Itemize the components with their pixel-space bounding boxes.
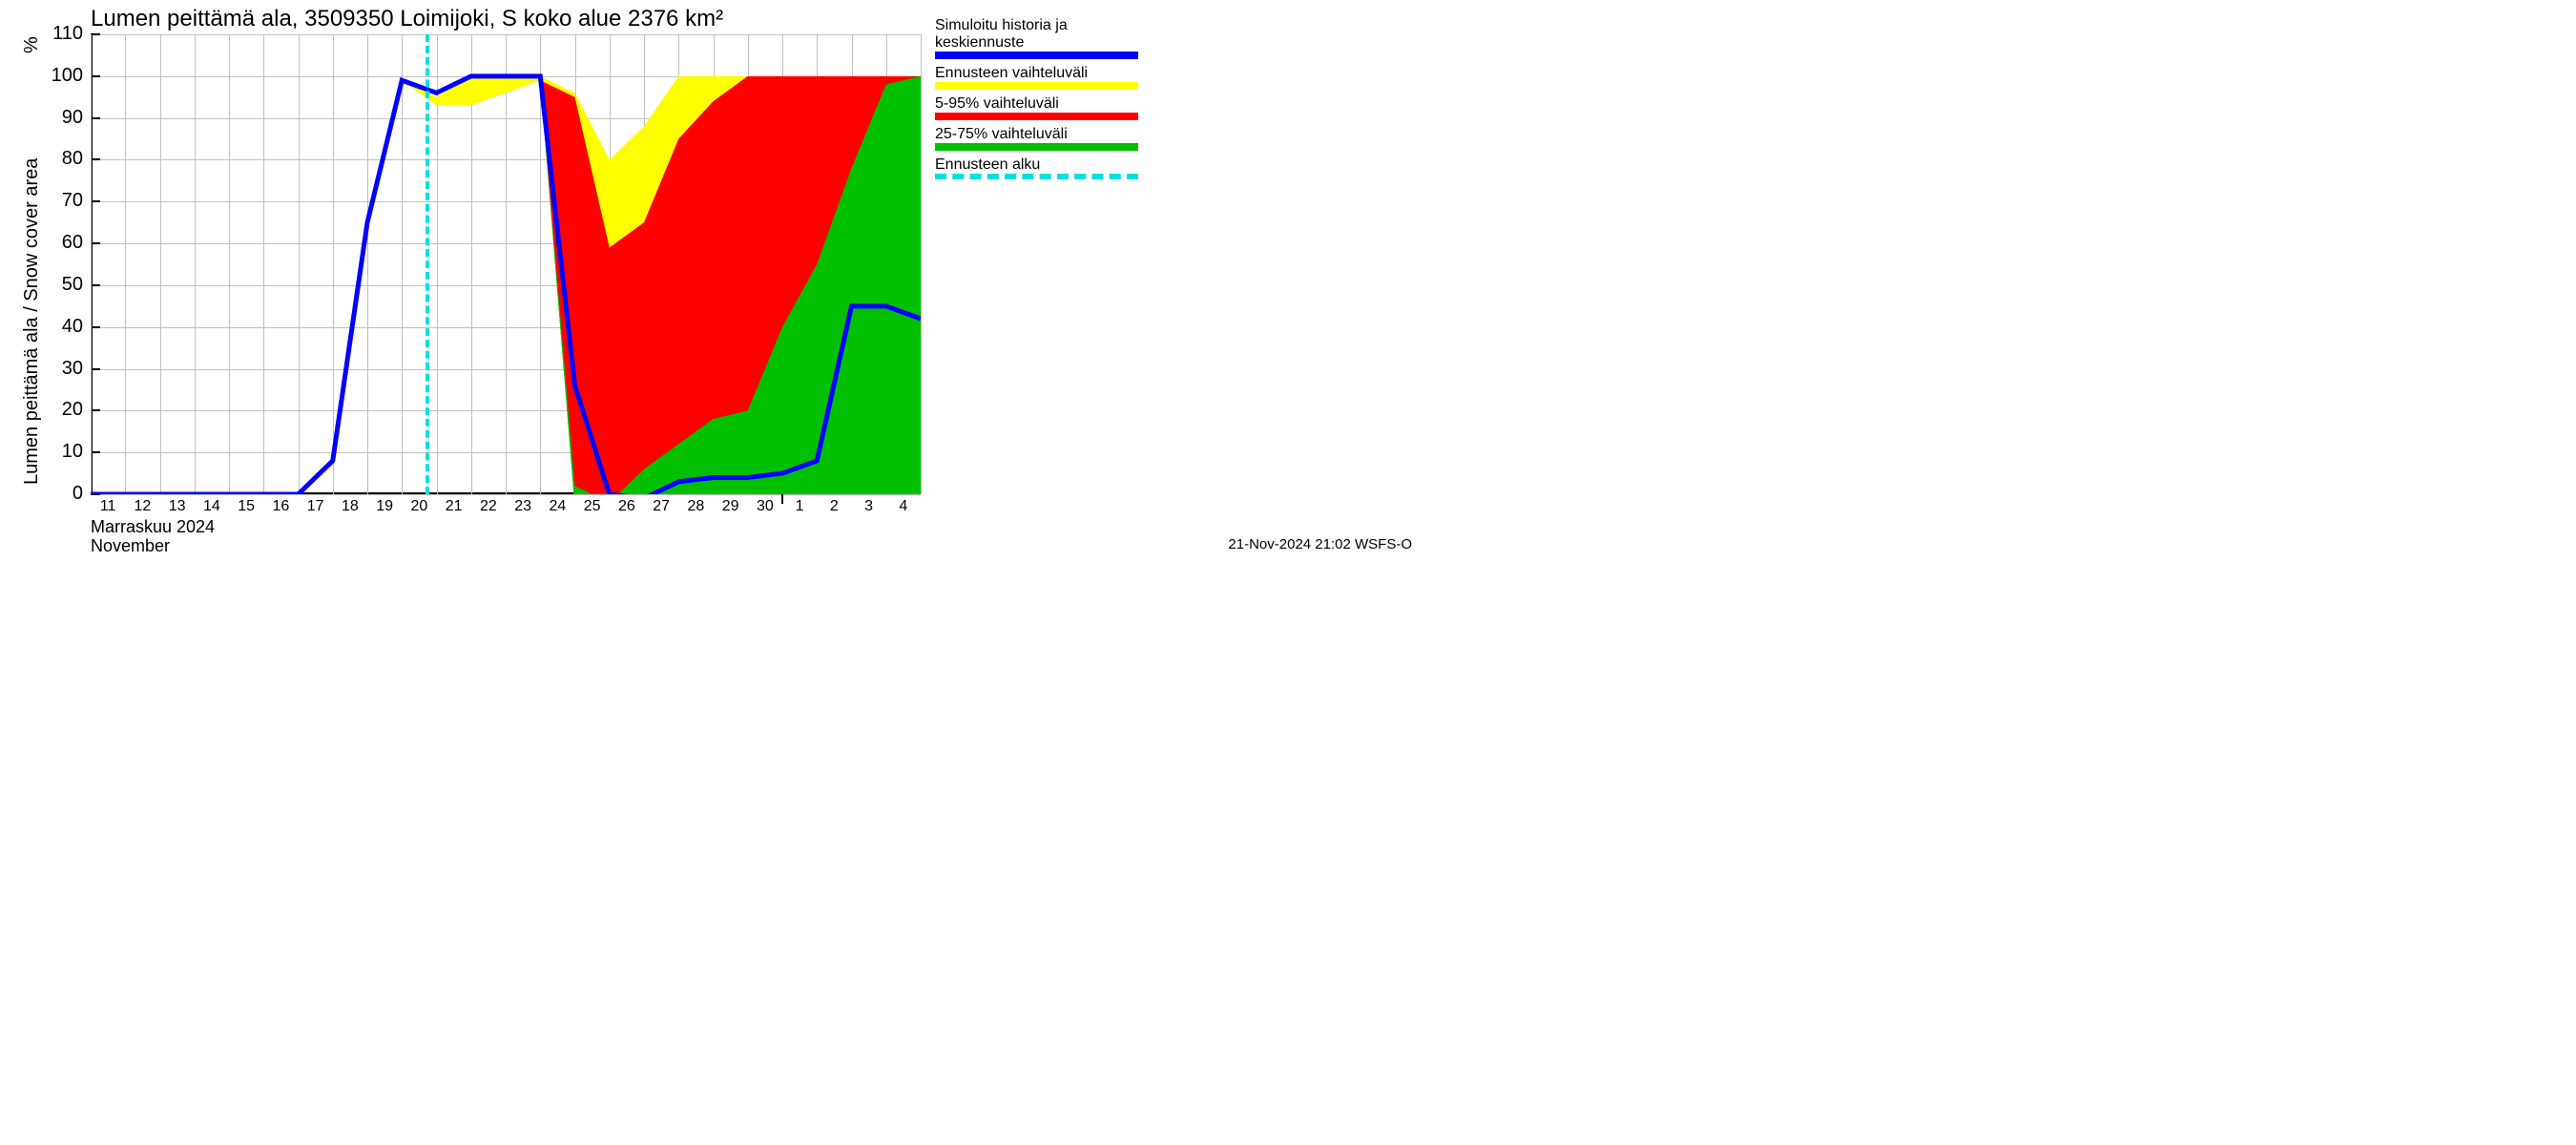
legend-item: 5-95% vaihteluväli: [935, 95, 1138, 120]
legend-label: Simuloitu historia jakeskiennuste: [935, 17, 1138, 52]
snow-cover-chart: 0102030405060708090100110111213141516171…: [0, 0, 1431, 572]
legend-label: Ennusteen vaihteluväli: [935, 65, 1138, 82]
legend-swatch: [935, 82, 1138, 90]
legend-label: 5-95% vaihteluväli: [935, 95, 1138, 113]
legend-item: 25-75% vaihteluväli: [935, 126, 1138, 151]
month-label-en: November: [91, 536, 170, 556]
legend-swatch: [935, 113, 1138, 120]
legend-swatch: [935, 174, 1138, 179]
y-axis-label: Lumen peittämä ala / Snow cover area: [21, 158, 43, 485]
chart-svg: [0, 0, 1431, 572]
footer-timestamp: 21-Nov-2024 21:02 WSFS-O: [1228, 536, 1412, 552]
legend-swatch: [935, 143, 1138, 151]
legend-label: 25-75% vaihteluväli: [935, 126, 1138, 143]
month-label-fi: Marraskuu 2024: [91, 517, 215, 537]
chart-title: Lumen peittämä ala, 3509350 Loimijoki, S…: [91, 6, 723, 32]
legend-label: Ennusteen alku: [935, 156, 1138, 174]
y-axis-unit: %: [21, 36, 43, 53]
legend-item: Ennusteen alku: [935, 156, 1138, 179]
legend-swatch: [935, 52, 1138, 59]
forecast-start-line: [426, 34, 429, 494]
legend-item: Simuloitu historia jakeskiennuste: [935, 17, 1138, 59]
legend: Simuloitu historia jakeskiennuste Ennuste…: [935, 17, 1138, 185]
legend-item: Ennusteen vaihteluväli: [935, 65, 1138, 90]
